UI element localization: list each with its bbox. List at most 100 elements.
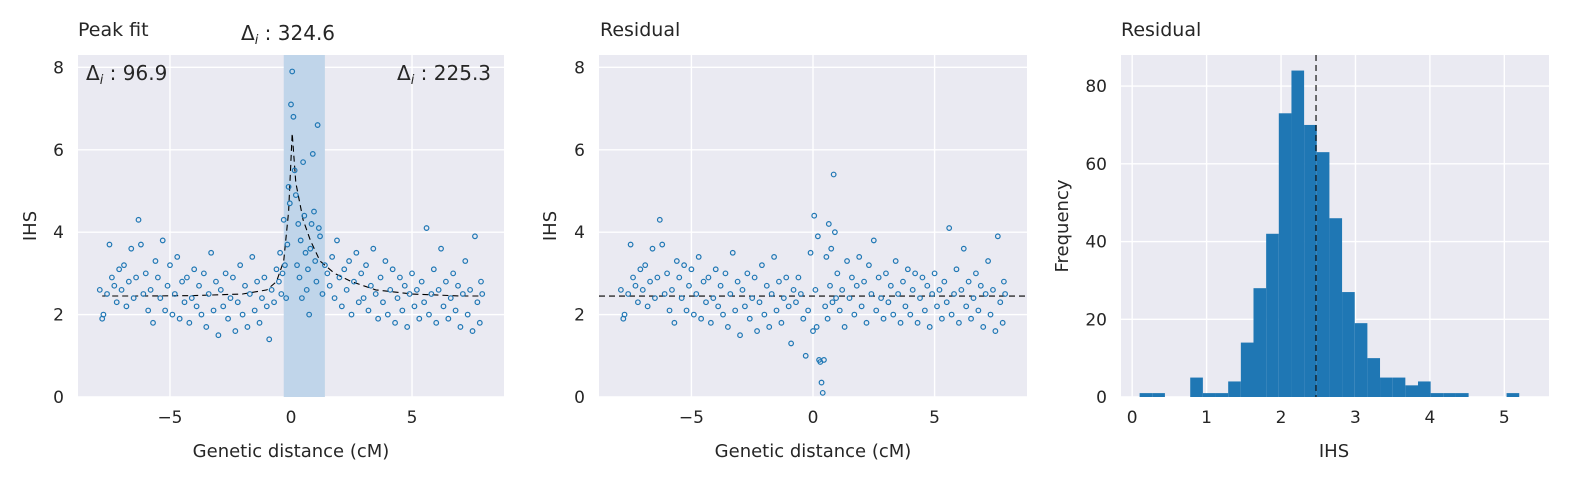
data-point	[375, 315, 382, 322]
data-point	[853, 282, 860, 289]
data-point	[766, 324, 773, 330]
y-tick-label: 4	[574, 223, 585, 243]
data-point	[671, 319, 678, 326]
data-point	[215, 332, 222, 339]
data-point	[312, 258, 319, 264]
data-point	[128, 245, 135, 252]
data-point	[664, 270, 670, 277]
x-tick-label: 2	[1276, 408, 1287, 428]
data-point	[440, 303, 447, 310]
data-point	[423, 225, 430, 231]
data-point	[970, 295, 977, 302]
data-point	[825, 221, 832, 227]
data-point	[823, 254, 830, 260]
data-point	[284, 241, 291, 248]
x-tick-label: 0	[808, 408, 819, 428]
data-point	[227, 295, 234, 302]
data-point	[464, 311, 471, 318]
histogram-bar	[1392, 377, 1406, 397]
data-point	[106, 241, 113, 248]
data-point	[678, 295, 685, 302]
data-point	[673, 258, 680, 264]
y-tick-label: 8	[574, 58, 585, 78]
data-point	[892, 258, 899, 264]
data-point	[261, 274, 268, 281]
histogram-bar	[1278, 113, 1292, 397]
data-point	[360, 295, 367, 302]
data-point	[904, 266, 911, 273]
data-point	[732, 307, 739, 314]
data-point	[138, 241, 144, 248]
data-point	[785, 303, 792, 310]
data-point	[783, 274, 790, 281]
data-point	[870, 237, 877, 244]
data-point	[237, 262, 244, 269]
panel-residual-scatter: −5 0 5 0 2 4 6 8 Residual Genetic distance (cM)…	[540, 19, 1027, 462]
data-point	[277, 249, 284, 256]
data-point	[433, 319, 440, 326]
data-point	[851, 311, 858, 318]
data-point	[900, 278, 906, 285]
data-point	[931, 270, 938, 277]
data-point	[652, 295, 658, 302]
data-point	[285, 183, 292, 190]
data-point	[220, 303, 227, 310]
data-point	[873, 307, 880, 314]
data-point	[659, 241, 666, 248]
x-tick-label: 1	[1201, 408, 1212, 428]
data-point	[788, 340, 795, 347]
y-tick-label: 20	[1085, 310, 1107, 330]
data-point	[387, 286, 394, 293]
data-point	[698, 315, 705, 322]
histogram-bar	[1329, 218, 1343, 397]
histogram-bar	[1215, 393, 1229, 397]
y-tick-label: 60	[1085, 155, 1107, 175]
data-point	[186, 319, 193, 326]
data-point	[355, 299, 362, 306]
data-point	[833, 295, 840, 302]
data-point	[309, 150, 316, 157]
fit-curve	[102, 133, 480, 297]
data-point	[365, 307, 372, 314]
data-point	[802, 352, 809, 359]
histogram-bar	[1506, 393, 1520, 397]
data-point	[222, 270, 229, 277]
data-point	[421, 299, 428, 306]
data-point	[751, 274, 758, 281]
data-point	[666, 307, 673, 314]
data-point	[191, 266, 198, 273]
y-tick-label: 80	[1085, 77, 1107, 97]
histogram-bar	[1354, 323, 1368, 397]
data-point	[617, 286, 624, 293]
data-point	[397, 274, 403, 281]
data-point	[909, 286, 916, 293]
data-point	[895, 291, 902, 297]
data-point	[411, 303, 418, 310]
data-point	[627, 241, 634, 248]
data-point	[632, 282, 639, 289]
y-tick-label: 0	[574, 388, 585, 408]
data-point	[263, 303, 270, 310]
data-point	[319, 291, 326, 297]
data-point	[841, 324, 848, 330]
data-point	[135, 216, 142, 223]
data-point	[776, 278, 782, 285]
data-point	[443, 278, 449, 285]
x-axis-label: Genetic distance (cM)	[193, 441, 390, 462]
data-point	[861, 278, 867, 285]
data-point	[727, 291, 734, 297]
data-point	[152, 258, 159, 264]
data-point	[338, 303, 345, 310]
data-point	[830, 171, 837, 178]
data-point	[259, 295, 265, 302]
data-point	[313, 278, 320, 285]
data-point	[176, 315, 183, 322]
histogram-bar	[1405, 385, 1418, 397]
data-point	[208, 249, 215, 256]
y-axis-label: Frequency	[1052, 179, 1073, 272]
x-tick-label: −5	[157, 408, 182, 428]
data-point	[649, 245, 656, 252]
data-point	[363, 262, 369, 269]
data-point	[960, 245, 967, 252]
data-point	[242, 282, 248, 289]
